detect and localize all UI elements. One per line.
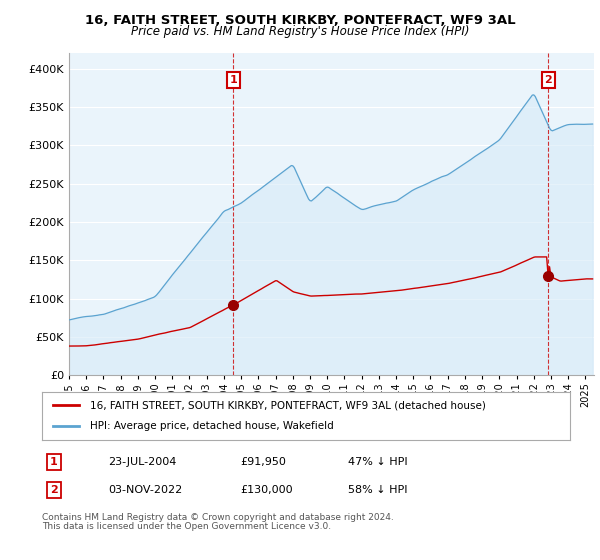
Text: This data is licensed under the Open Government Licence v3.0.: This data is licensed under the Open Gov…	[42, 522, 331, 531]
Text: £130,000: £130,000	[240, 485, 293, 495]
Text: 1: 1	[50, 457, 58, 467]
Text: 58% ↓ HPI: 58% ↓ HPI	[348, 485, 407, 495]
Text: 2: 2	[544, 75, 552, 85]
Text: 1: 1	[230, 75, 237, 85]
Text: HPI: Average price, detached house, Wakefield: HPI: Average price, detached house, Wake…	[89, 421, 333, 431]
Text: 16, FAITH STREET, SOUTH KIRKBY, PONTEFRACT, WF9 3AL: 16, FAITH STREET, SOUTH KIRKBY, PONTEFRA…	[85, 14, 515, 27]
Text: Contains HM Land Registry data © Crown copyright and database right 2024.: Contains HM Land Registry data © Crown c…	[42, 513, 394, 522]
Text: 16, FAITH STREET, SOUTH KIRKBY, PONTEFRACT, WF9 3AL (detached house): 16, FAITH STREET, SOUTH KIRKBY, PONTEFRA…	[89, 400, 485, 410]
Text: 2: 2	[50, 485, 58, 495]
Text: £91,950: £91,950	[240, 457, 286, 467]
Text: 47% ↓ HPI: 47% ↓ HPI	[348, 457, 407, 467]
Text: 23-JUL-2004: 23-JUL-2004	[108, 457, 176, 467]
Text: Price paid vs. HM Land Registry's House Price Index (HPI): Price paid vs. HM Land Registry's House …	[131, 25, 469, 38]
Text: 03-NOV-2022: 03-NOV-2022	[108, 485, 182, 495]
